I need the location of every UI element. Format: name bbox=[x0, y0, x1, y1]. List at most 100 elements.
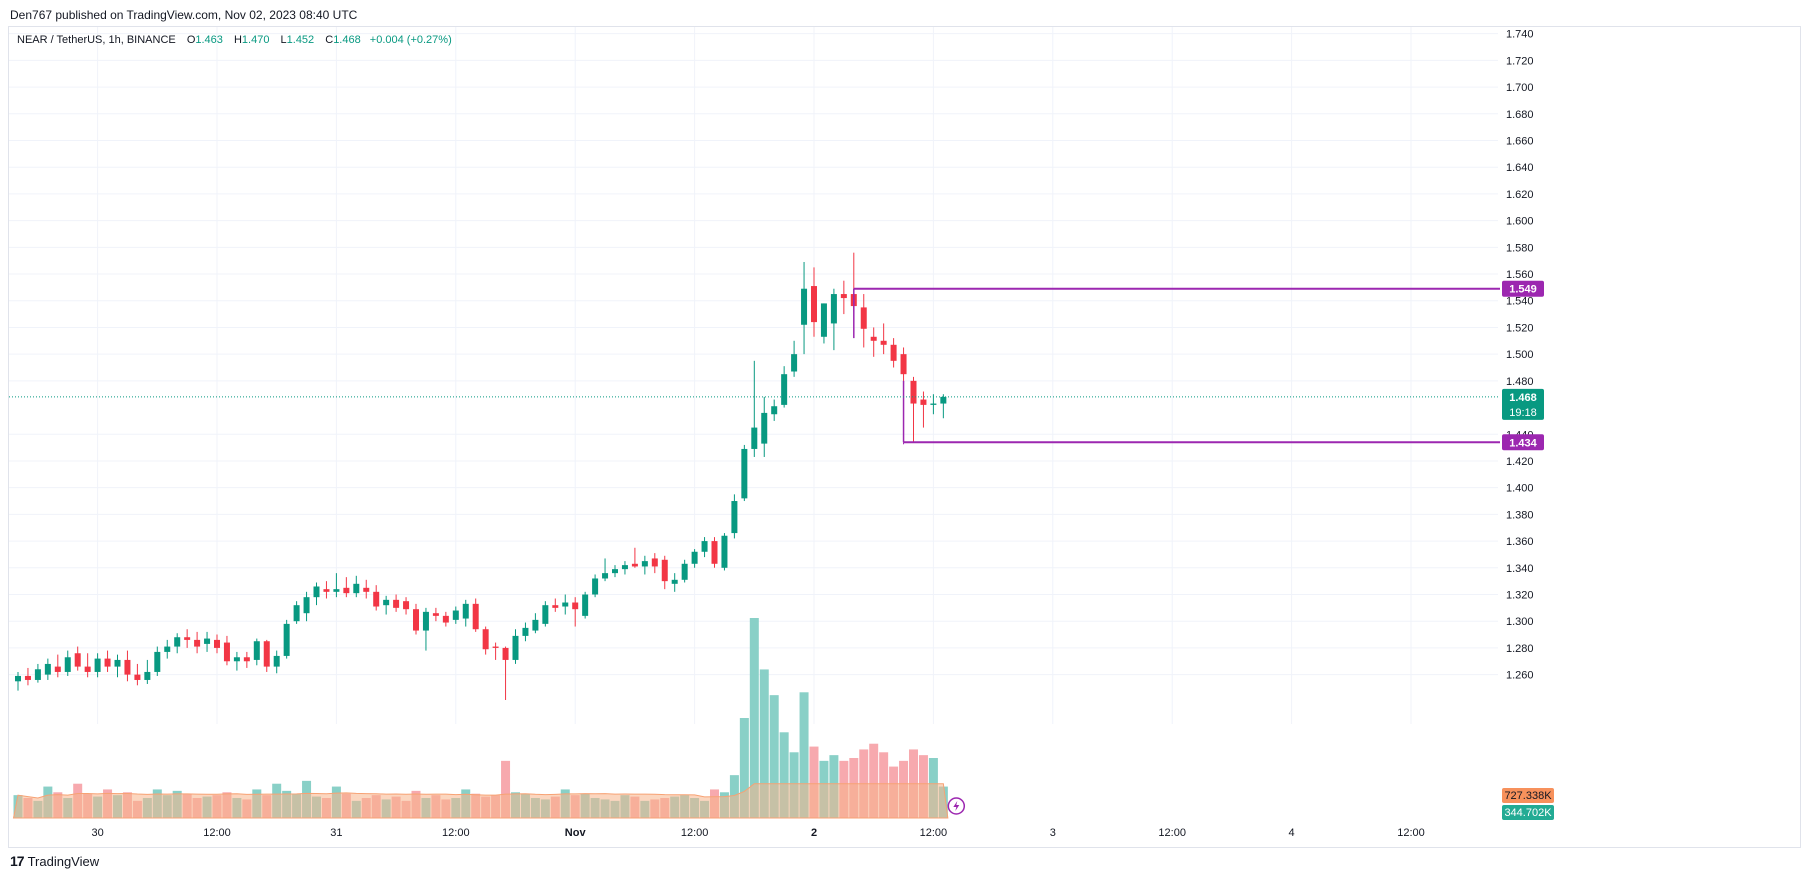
candle-body[interactable] bbox=[164, 646, 171, 652]
candle-body[interactable] bbox=[94, 658, 101, 672]
candle-body[interactable] bbox=[204, 638, 211, 644]
candle-body[interactable] bbox=[661, 559, 668, 582]
candle-body[interactable] bbox=[910, 380, 917, 404]
candle-body[interactable] bbox=[592, 578, 599, 595]
candle-body[interactable] bbox=[263, 641, 270, 667]
candle-body[interactable] bbox=[830, 294, 837, 324]
candle-body[interactable] bbox=[502, 647, 509, 660]
time-tick-label: 4 bbox=[1289, 827, 1295, 839]
candle-body[interactable] bbox=[184, 637, 191, 640]
candle-body[interactable] bbox=[522, 627, 529, 636]
candle-body[interactable] bbox=[940, 396, 947, 404]
candle-body[interactable] bbox=[323, 589, 330, 592]
price-tick-label: 1.280 bbox=[1506, 643, 1534, 655]
candle-body[interactable] bbox=[462, 603, 469, 619]
tradingview-logo[interactable]: 17 TradingView bbox=[10, 853, 99, 869]
candle-body[interactable] bbox=[303, 597, 310, 614]
candle-body[interactable] bbox=[801, 288, 808, 325]
level-price-tag bbox=[1502, 434, 1544, 451]
candle-body[interactable] bbox=[691, 551, 698, 564]
candle-body[interactable] bbox=[671, 579, 678, 584]
candle-body[interactable] bbox=[403, 601, 410, 610]
candle-body[interactable] bbox=[174, 637, 181, 647]
candle-body[interactable] bbox=[552, 605, 559, 608]
candle-body[interactable] bbox=[393, 599, 400, 608]
candle-body[interactable] bbox=[194, 639, 201, 647]
candle-body[interactable] bbox=[313, 586, 320, 598]
candle-body[interactable] bbox=[840, 294, 847, 299]
candle-body[interactable] bbox=[532, 619, 539, 631]
candle-body[interactable] bbox=[84, 666, 91, 672]
candle-body[interactable] bbox=[621, 565, 628, 570]
volume-ma-label: 727.338K bbox=[1504, 790, 1552, 802]
candle-body[interactable] bbox=[641, 561, 648, 567]
candle-body[interactable] bbox=[273, 655, 280, 667]
candle-body[interactable] bbox=[15, 675, 21, 682]
candle-body[interactable] bbox=[900, 354, 907, 375]
candle-body[interactable] bbox=[383, 599, 390, 606]
candle-body[interactable] bbox=[114, 659, 121, 667]
candle-body[interactable] bbox=[482, 629, 489, 650]
candle-body[interactable] bbox=[602, 573, 609, 579]
candle-body[interactable] bbox=[293, 605, 300, 622]
candle-body[interactable] bbox=[681, 563, 688, 580]
candle-body[interactable] bbox=[711, 541, 718, 564]
candle-body[interactable] bbox=[432, 613, 439, 616]
candle-body[interactable] bbox=[104, 658, 111, 667]
candle-body[interactable] bbox=[64, 657, 71, 672]
candle-body[interactable] bbox=[512, 635, 519, 660]
candle-body[interactable] bbox=[890, 344, 897, 361]
candle-body[interactable] bbox=[870, 336, 877, 341]
candle-body[interactable] bbox=[214, 639, 220, 648]
candle-body[interactable] bbox=[353, 583, 360, 594]
candle-body[interactable] bbox=[124, 659, 131, 675]
candle-body[interactable] bbox=[751, 427, 758, 449]
candle-body[interactable] bbox=[582, 594, 589, 616]
candle-body[interactable] bbox=[452, 610, 459, 620]
candle-body[interactable] bbox=[761, 412, 768, 444]
candle-body[interactable] bbox=[651, 558, 658, 567]
candle-body[interactable] bbox=[791, 354, 798, 372]
candle-body[interactable] bbox=[820, 303, 827, 337]
candle-body[interactable] bbox=[333, 589, 340, 592]
candle-body[interactable] bbox=[74, 653, 81, 667]
candle-body[interactable] bbox=[154, 651, 161, 672]
candle-body[interactable] bbox=[562, 602, 569, 607]
candle-body[interactable] bbox=[422, 611, 429, 631]
candle-body[interactable] bbox=[860, 307, 867, 329]
candle-body[interactable] bbox=[701, 541, 708, 552]
candle-body[interactable] bbox=[631, 563, 638, 567]
candle-body[interactable] bbox=[24, 675, 31, 680]
candle-body[interactable] bbox=[771, 406, 778, 415]
candle-body[interactable] bbox=[363, 587, 370, 592]
candle-body[interactable] bbox=[572, 602, 579, 610]
candle-body[interactable] bbox=[492, 646, 499, 648]
candle-body[interactable] bbox=[741, 448, 748, 499]
candle-body[interactable] bbox=[721, 535, 728, 568]
candle-body[interactable] bbox=[283, 623, 290, 656]
candle-body[interactable] bbox=[223, 642, 230, 662]
candle-body[interactable] bbox=[930, 403, 937, 405]
candle-body[interactable] bbox=[373, 591, 380, 607]
candle-body[interactable] bbox=[54, 666, 61, 672]
volume-ma-tag bbox=[1502, 788, 1554, 803]
candle-body[interactable] bbox=[781, 374, 788, 405]
candle-body[interactable] bbox=[442, 615, 449, 623]
candle-body[interactable] bbox=[880, 340, 887, 345]
candle-body[interactable] bbox=[472, 603, 479, 630]
candle-body[interactable] bbox=[811, 286, 817, 323]
candle-body[interactable] bbox=[44, 663, 51, 675]
candle-body[interactable] bbox=[144, 671, 151, 680]
candle-body[interactable] bbox=[134, 674, 141, 680]
candle-body[interactable] bbox=[413, 609, 419, 631]
candle-body[interactable] bbox=[542, 605, 549, 624]
candle-body[interactable] bbox=[343, 587, 350, 594]
candle-body[interactable] bbox=[233, 657, 240, 662]
candle-body[interactable] bbox=[243, 657, 250, 662]
candle-body[interactable] bbox=[253, 641, 260, 660]
candle-body[interactable] bbox=[612, 569, 618, 574]
candle-body[interactable] bbox=[34, 669, 41, 680]
candle-body[interactable] bbox=[731, 501, 738, 534]
candle-body[interactable] bbox=[920, 399, 927, 405]
